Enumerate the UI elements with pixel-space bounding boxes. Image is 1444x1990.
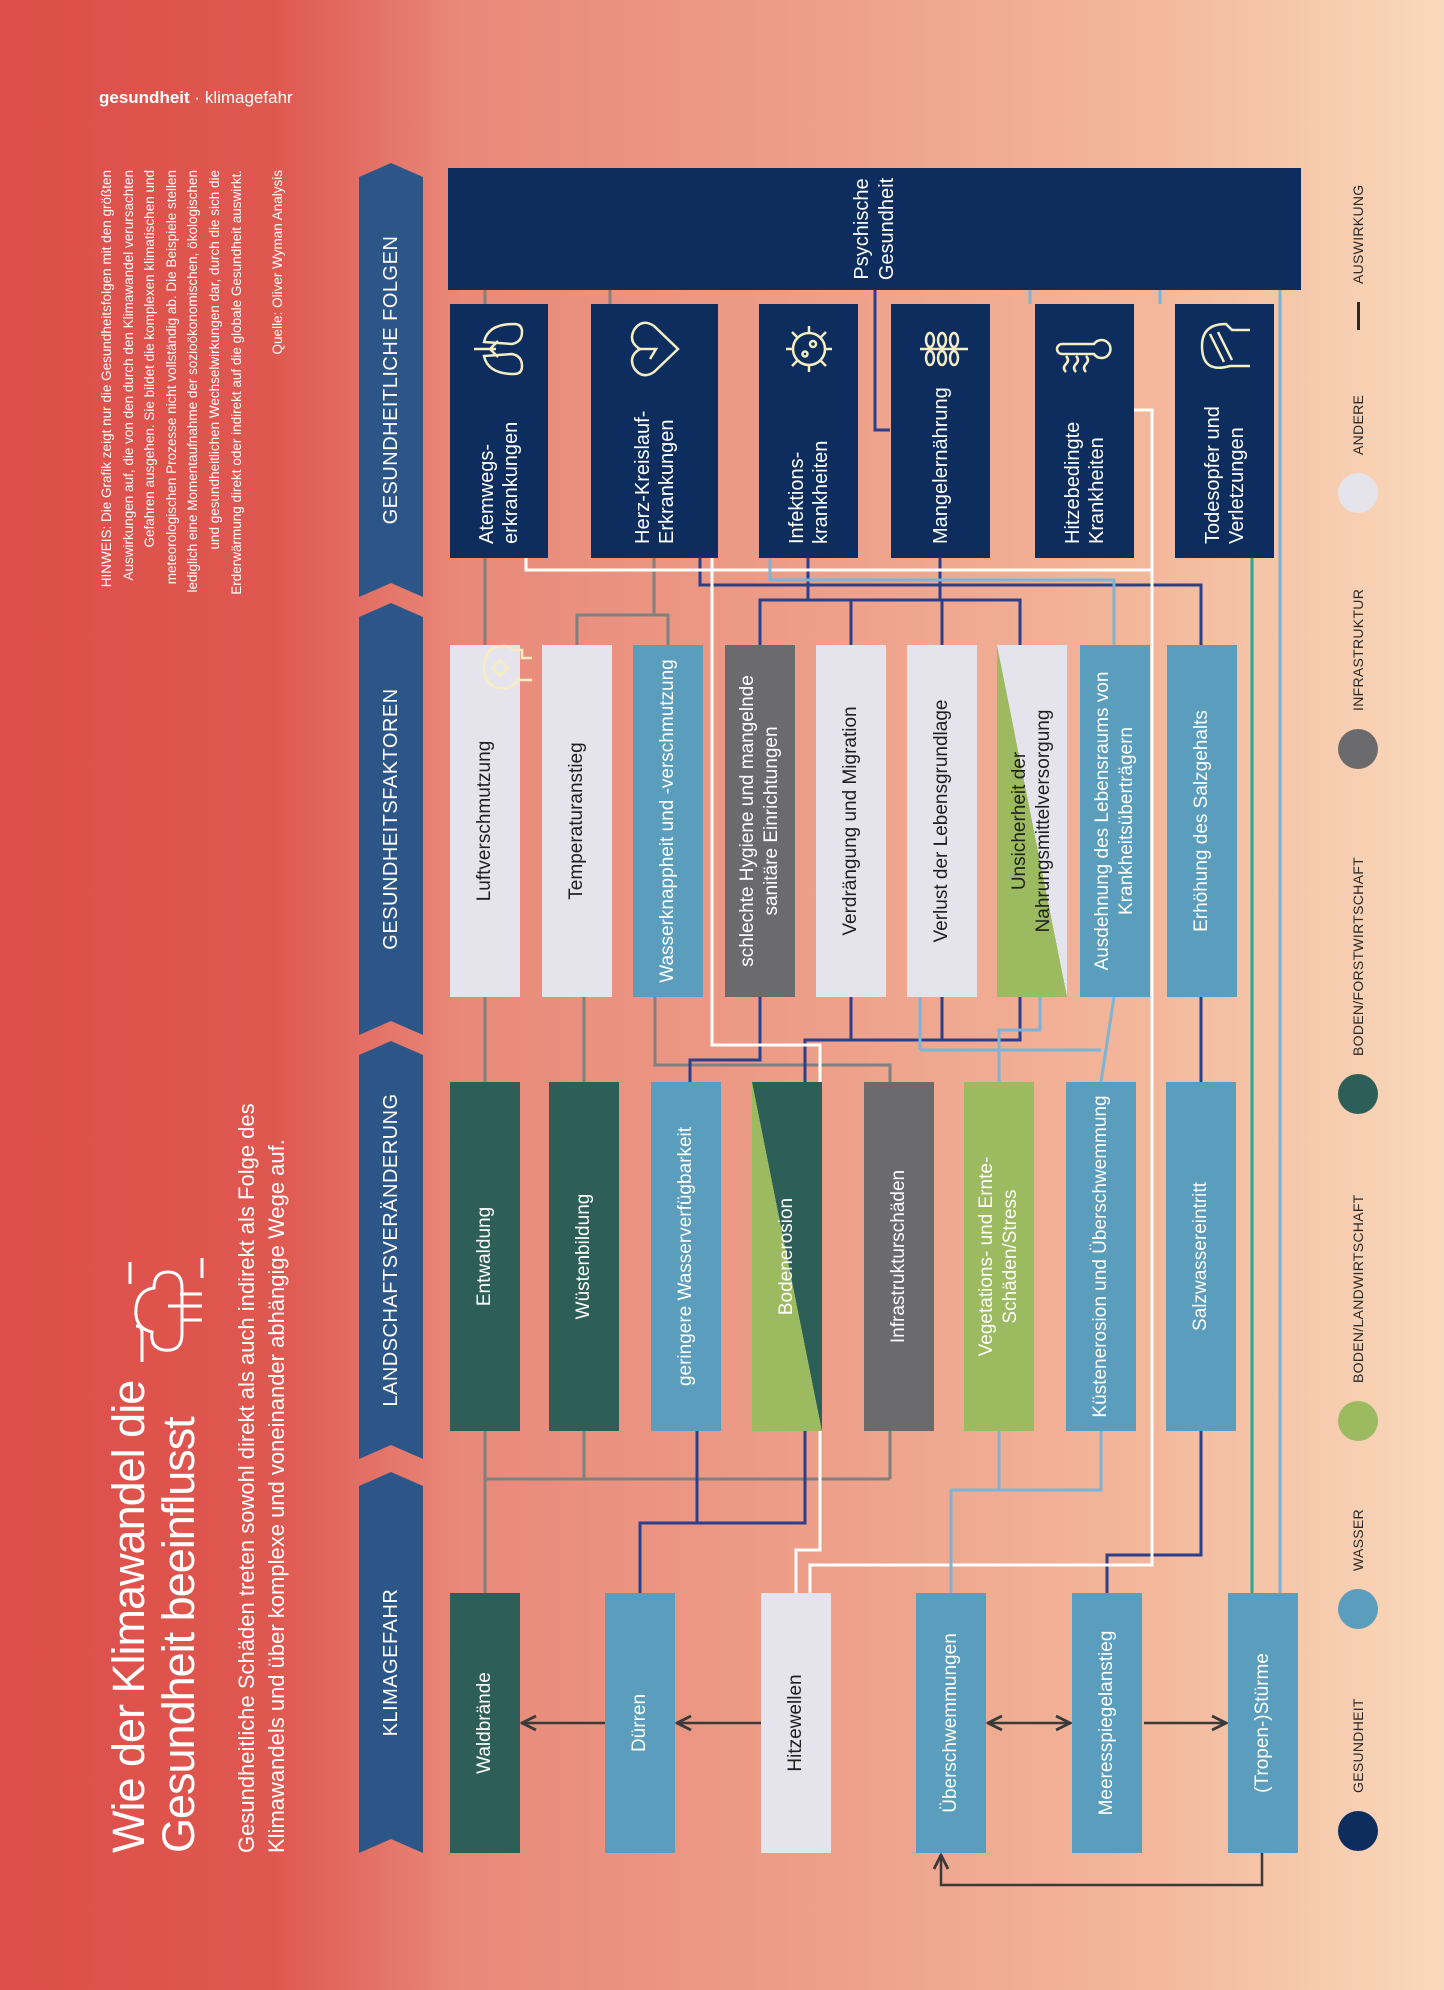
health-factor: schlechte Hygiene und mangelnde sanitäre… xyxy=(725,645,795,997)
hazard: Meeresspiegelanstieg xyxy=(1072,1593,1142,1853)
health-consequence: Hitzebedingte Krankheiten xyxy=(1035,304,1134,558)
legend-swatch xyxy=(1338,473,1378,513)
legend-item: BODEN/LANDWIRTSCHAFT xyxy=(1338,1194,1378,1441)
consequence-label: Hitzebedingte Krankheiten xyxy=(1061,421,1108,544)
legend-swatch xyxy=(1338,1589,1378,1629)
landscape-change: Vegetations- und Ernte-Schäden/Stress xyxy=(964,1082,1034,1431)
topic: klimagefahr xyxy=(204,88,293,107)
landscape-change: geringere Wasserverfügbarkeit xyxy=(651,1082,721,1431)
health-factor: Unsicherheit der Nahrungsmittelversorgun… xyxy=(997,645,1067,997)
heart-icon xyxy=(630,321,680,377)
hazard: Dürren xyxy=(605,1593,675,1853)
consequence-label: Mangelernährung xyxy=(929,387,952,544)
section: gesundheit xyxy=(99,88,190,107)
lungs-icon xyxy=(474,322,524,376)
health-factor: Verdrängung und Migration xyxy=(816,645,886,997)
health-factor: Wasserknappheit und -verschmutzung xyxy=(633,645,703,997)
subtitle: Gesundheitliche Schäden treten sowohl di… xyxy=(234,1103,289,1853)
legend-swatch xyxy=(1338,1811,1378,1851)
health-consequence: Herz-Kreislauf- Erkrankungen xyxy=(591,304,718,558)
health-factor: Temperaturanstieg xyxy=(542,645,612,997)
consequence-label: Atemwegs- erkrankungen xyxy=(476,421,522,544)
legend-label: BODEN/LANDWIRTSCHAFT xyxy=(1350,1194,1366,1383)
legend-swatch xyxy=(1338,1074,1378,1114)
legend-swatch xyxy=(1356,302,1360,330)
legend-label: AUSWIRKUNG xyxy=(1350,184,1366,284)
landscape-change: Wüstenbildung xyxy=(549,1082,619,1431)
landscape-change: Küstenerosion und Überschwemmung xyxy=(1066,1082,1136,1431)
consequence-label: Todesopfer und Verletzungen xyxy=(1201,406,1248,544)
hazard: (Tropen-)Stürme xyxy=(1228,1593,1298,1853)
note: HINWEIS: Die Grafik zeigt nur die Gesund… xyxy=(99,170,244,595)
page-header: gesundheit · klimagefahr xyxy=(99,88,293,108)
legend-swatch xyxy=(1338,729,1378,769)
landscape-change: Bodenerosion xyxy=(752,1082,822,1431)
health-consequence: Atemwegs- erkrankungen xyxy=(450,304,548,558)
health-factor: Erhöhung des Salzgehalts xyxy=(1167,645,1237,997)
column-header: KLIMAGEFAHR xyxy=(359,1472,423,1853)
source: Quelle: Oliver Wyman Analysis xyxy=(270,170,285,355)
legend-label: INFRASTRUKTUR xyxy=(1350,588,1366,711)
legend-item: AUSWIRKUNG xyxy=(1338,185,1378,330)
mental-health: Psychische Gesundheit xyxy=(448,168,1301,690)
column-header: GESUNDHEITSFAKTOREN xyxy=(359,603,423,1035)
health-factor: Luftverschmutzung xyxy=(450,645,520,997)
legend-item: INFRASTRUKTUR xyxy=(1338,589,1378,769)
health-consequence: Mangelernährung xyxy=(891,304,990,558)
grain-icon xyxy=(919,331,968,367)
legend-swatch xyxy=(1338,1401,1378,1441)
column-header: GESUNDHEITLICHE FOLGEN xyxy=(359,163,423,597)
legend-label: WASSER xyxy=(1350,1509,1366,1571)
legend-label: BODEN/FORSTWIRTSCHAFT xyxy=(1350,857,1366,1056)
cloud-icon xyxy=(128,1258,204,1362)
legend-item: BODEN/FORSTWIRTSCHAFT xyxy=(1338,857,1378,1114)
germ-icon xyxy=(785,326,832,372)
legend-item: WASSER xyxy=(1338,1509,1378,1629)
hazard: Überschwemmungen xyxy=(916,1593,986,1853)
landscape-change: Entwaldung xyxy=(450,1082,520,1431)
legend-item: ANDERE xyxy=(1338,395,1378,513)
hazard: Hitzewellen xyxy=(761,1593,831,1853)
mental-health-label: Psychische Gesundheit xyxy=(850,177,898,281)
thermometer-icon xyxy=(1055,338,1112,373)
injury-icon xyxy=(1200,322,1250,369)
separator: · xyxy=(194,88,201,107)
column-header: LANDSCHAFTSVERÄNDERUNG xyxy=(359,1041,423,1459)
landscape-change: Infrastrukturschäden xyxy=(864,1082,934,1431)
health-factor: Ausdehnung des Lebensraums von Krankheit… xyxy=(1080,645,1150,997)
head-icon xyxy=(482,644,532,690)
title: Wie der Klimawandel die Gesundheit beein… xyxy=(103,1380,204,1853)
consequence-label: Herz-Kreislauf- Erkrankungen xyxy=(631,410,678,544)
legend-item: GESUNDHEIT xyxy=(1338,1698,1378,1851)
health-factor: Verlust der Lebensgrundlage xyxy=(907,645,977,997)
hazard: Waldbrände xyxy=(450,1593,520,1853)
landscape-change: Salzwassereintritt xyxy=(1166,1082,1236,1431)
health-consequence: Infektions- krankheiten xyxy=(759,304,858,558)
legend-label: GESUNDHEIT xyxy=(1350,1698,1366,1793)
legend-label: ANDERE xyxy=(1350,394,1366,455)
consequence-label: Infektions- krankheiten xyxy=(785,440,832,544)
health-consequence: Todesopfer und Verletzungen xyxy=(1175,304,1274,558)
